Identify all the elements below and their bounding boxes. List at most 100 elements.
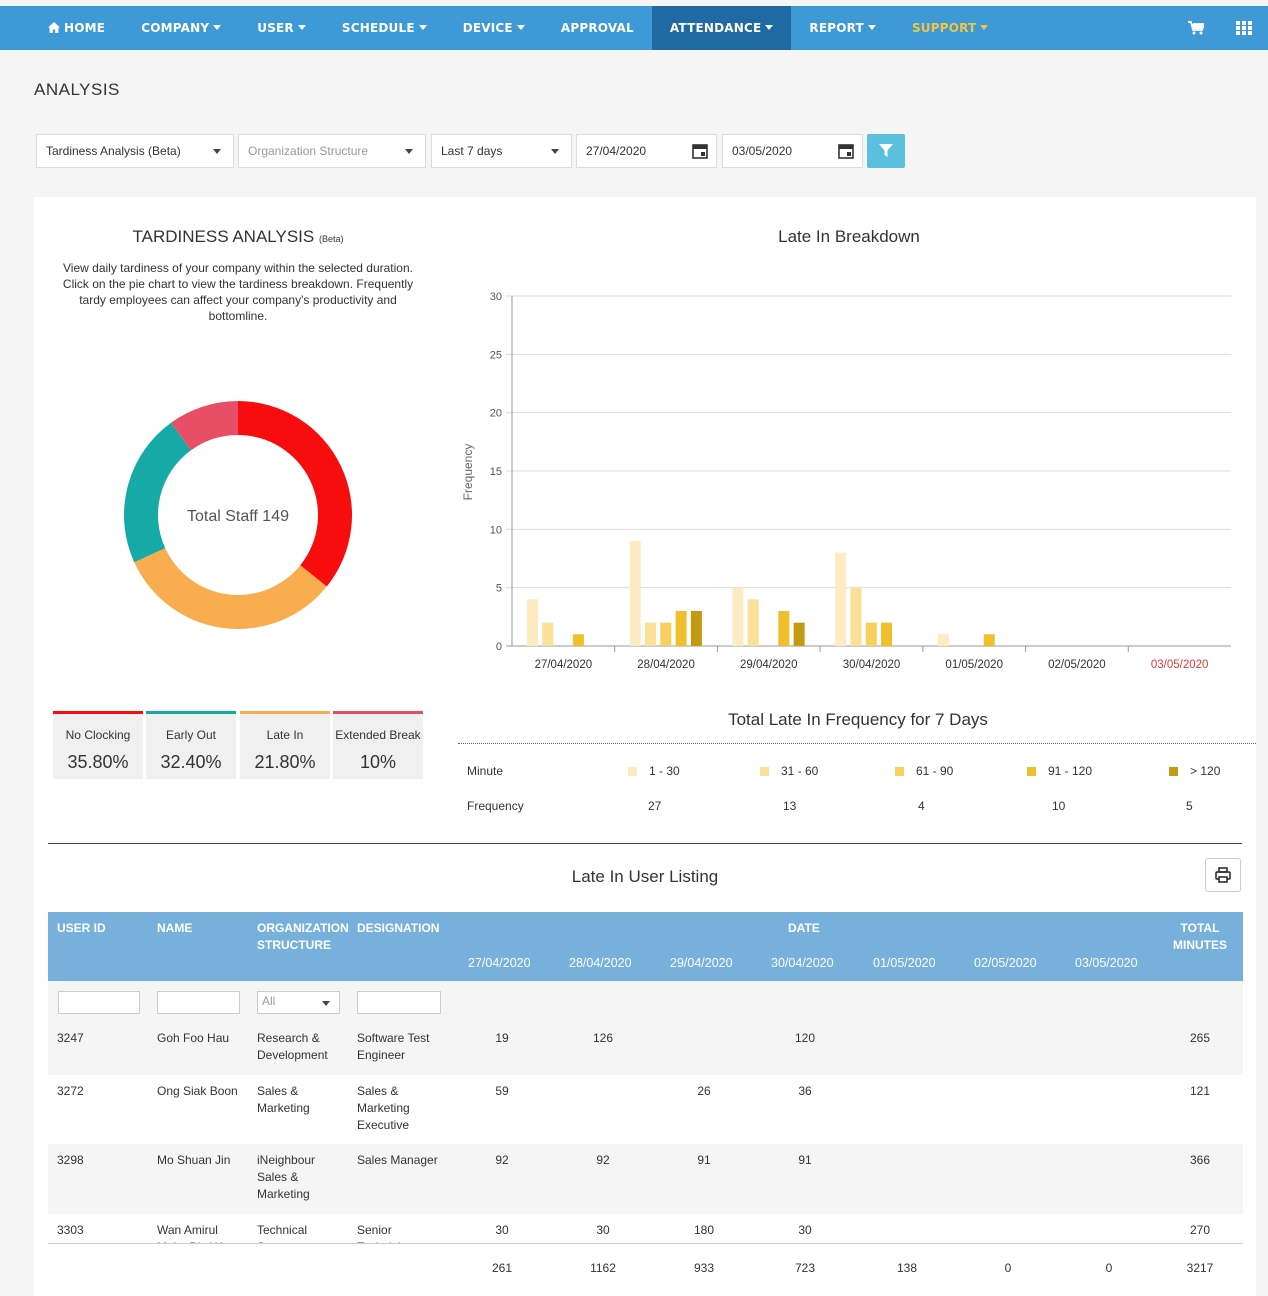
th-designation[interactable]: DESIGNATION [357,921,440,935]
bar-28/04/2020-31-60[interactable] [645,622,657,646]
cell-day-minutes: 59 [495,1084,509,1098]
bar-29/04/2020->120[interactable] [793,622,805,646]
bar-01/05/2020-1-30[interactable] [937,634,949,646]
th-date-col[interactable]: 28/04/2020 [569,956,632,970]
designation-filter-input[interactable] [357,991,441,1014]
late-in-user-table: USER ID NAME ORGANIZATION STRUCTURE DESI… [48,912,1243,1296]
start-date-input[interactable]: 27/04/2020 [576,134,717,168]
end-date-input[interactable]: 03/05/2020 [722,134,863,168]
nav-right [1172,6,1268,50]
stat-early-out: Early Out 32.40% [146,711,236,779]
nav-user[interactable]: USER [239,6,324,50]
y-tick-label: 30 [490,291,502,303]
footer-day-total: 0 [1004,1261,1012,1275]
cell-day-minutes: 120 [794,1031,816,1045]
date-range-select[interactable]: Last 7 days [431,134,572,168]
th-user-id[interactable]: USER ID [57,921,106,935]
caret-down-icon [867,24,876,30]
th-date-col[interactable]: 27/04/2020 [468,956,531,970]
bucket-label: 1 - 30 [649,764,680,778]
bar-30/04/2020-31-60[interactable] [850,587,862,646]
org-structure-select[interactable]: Organization Structure [238,134,426,168]
bar-28/04/2020->120[interactable] [690,611,702,646]
name-filter-input[interactable] [157,991,240,1014]
table-row[interactable]: 3272 Ong Siak Boon Sales & Marketing Sales &… [48,1075,1243,1144]
bucket-label: 61 - 90 [916,764,954,778]
cell-day-minutes: 92 [596,1153,610,1167]
cell-designation-line: Executive [357,1118,410,1132]
analysis-type-select[interactable]: Tardiness Analysis (Beta) [36,134,234,168]
footer-day-total: 933 [693,1261,715,1275]
bar-30/04/2020-61-90[interactable] [865,622,877,646]
stat-no-clocking: No Clocking 35.80% [53,711,143,779]
nav-support[interactable]: SUPPORT [894,6,1006,50]
donut-slice-extended-break[interactable] [170,401,238,451]
th-date-col[interactable]: 03/05/2020 [1075,956,1138,970]
grid-icon[interactable] [1220,6,1268,50]
table-row[interactable]: 3247 Goh Foo Hau Research & Development Soft… [48,1022,1243,1075]
th-date-col[interactable]: 01/05/2020 [873,956,936,970]
nav-report[interactable]: REPORT [791,6,894,50]
bar-30/04/2020-91-120[interactable] [881,622,893,646]
donut-slice-early-out[interactable] [134,548,327,629]
tardiness-donut-chart[interactable]: Total Staff 149 [122,399,354,631]
caret-down-icon [765,24,774,30]
y-axis-label: Frequency [461,444,475,501]
page-title: ANALYSIS [34,80,120,99]
stat-extended-break: Extended Break 10% [333,711,423,779]
donut-slice-late-in[interactable] [123,422,191,563]
user-id-filter-input[interactable] [58,991,140,1014]
bar-29/04/2020-1-30[interactable] [732,587,744,646]
nav-label: SUPPORT [911,21,977,35]
bar-27/04/2020-1-30[interactable] [527,599,538,646]
nav-approval[interactable]: APPROVAL [543,6,652,50]
org-filter-select[interactable]: All [257,991,340,1014]
cell-day-minutes: 26 [697,1084,711,1098]
nav-device[interactable]: DEVICE [445,6,543,50]
th-date-col[interactable]: 30/04/2020 [771,956,834,970]
bar-30/04/2020-1-30[interactable] [835,552,847,646]
print-button[interactable] [1205,858,1241,892]
table-filter-row: All [48,981,1243,1022]
nav-home[interactable]: HOME [30,6,123,50]
th-date-col[interactable]: 02/05/2020 [974,956,1037,970]
legend-swatch [760,766,769,776]
bar-27/04/2020-31-60[interactable] [542,622,554,646]
bar-28/04/2020-1-30[interactable] [629,541,641,646]
tardiness-title: TARDINESS ANALYSIS (Beta) [34,227,442,247]
bar-28/04/2020-91-120[interactable] [675,611,687,646]
bar-29/04/2020-91-120[interactable] [778,611,790,646]
bar-28/04/2020-61-90[interactable] [660,622,672,646]
tardiness-title-text: TARDINESS ANALYSIS [132,227,315,246]
calendar-icon[interactable] [692,143,708,162]
filter-icon [879,144,893,157]
nav-attendance[interactable]: ATTENDANCE [651,6,792,50]
th-org-line1: ORGANIZATION [257,921,349,935]
nav-schedule[interactable]: SCHEDULE [324,6,445,50]
table-row[interactable]: 3298 Mo Shuan Jin iNeighbour Sales & Marketi… [48,1144,1243,1214]
stat-label: Early Out [165,728,216,742]
th-date: DATE [788,921,820,935]
bar-01/05/2020-91-120[interactable] [983,634,995,646]
nav-company[interactable]: COMPANY [123,6,239,50]
th-name[interactable]: NAME [157,921,193,935]
calendar-icon[interactable] [838,143,854,162]
th-total[interactable]: TOTAL MINUTES [1170,920,1230,954]
cell-total-minutes: 265 [1189,1031,1211,1045]
bucket-label: 91 - 120 [1048,764,1093,778]
cell-name: Ong Siak Boon [157,1083,238,1100]
cell-day-minutes: 19 [495,1031,509,1045]
x-tick-label: 02/05/2020 [1048,659,1106,671]
cell-user-id: 3303 [57,1223,84,1237]
cell-day-minutes: 91 [697,1153,711,1167]
chevron-down-icon [405,149,413,154]
th-org[interactable]: ORGANIZATION STRUCTURE [257,920,349,954]
cart-icon[interactable] [1172,6,1220,50]
bar-29/04/2020-31-60[interactable] [747,599,759,646]
donut-slice-no-clocking[interactable] [238,401,352,587]
bar-27/04/2020-91-120[interactable] [572,634,584,646]
th-date-col[interactable]: 29/04/2020 [670,956,733,970]
cell-org: Research & Development [257,1030,328,1064]
apply-filter-button[interactable] [867,134,905,168]
y-tick-label: 5 [496,583,502,595]
